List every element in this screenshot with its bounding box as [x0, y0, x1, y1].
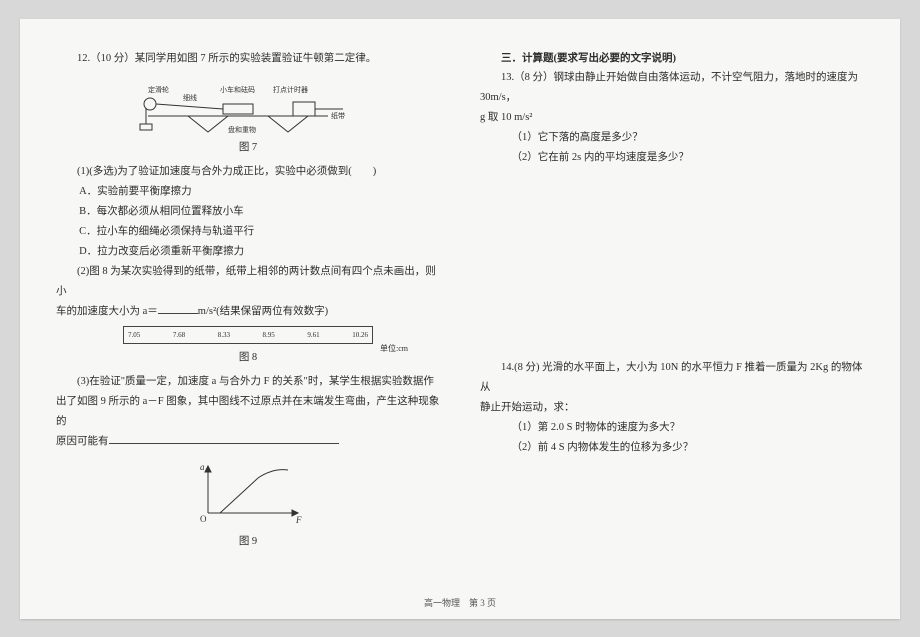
ruler-unit: 单位:cm	[380, 341, 408, 356]
q14-line1: 14.(8 分) 光滑的水平面上，大小为 10N 的水平恒力 F 推着一质量为 …	[480, 358, 864, 398]
exam-sheet: 12.（10 分）某同学用如图 7 所示的实验装置验证牛顿第二定律。 定滑轮 细…	[20, 19, 900, 619]
section-3-title: 三．计算题(要求写出必要的文字说明)	[480, 49, 864, 69]
q12-2-suffix: m/s²(结果保留两位有效数字)	[198, 306, 328, 317]
figure-9: a F O	[188, 458, 308, 528]
q14-line2: 静止开始运动，求：	[480, 398, 864, 418]
q13-line1: 13.（8 分）钢球由静止开始做自由落体运动，不计空气阻力，落地时的速度为 30…	[480, 68, 864, 108]
q12-3-line1: (3)在验证"质量一定，加速度 a 与合外力 F 的关系"时，某学生根据实验数据…	[56, 372, 440, 392]
svg-text:小车和砝码: 小车和砝码	[220, 85, 255, 94]
q12-2-line1: (2)图 8 为某次实验得到的纸带，纸带上相邻的两计数点间有四个点未画出，则小	[56, 262, 440, 302]
q12-head: 12.（10 分）某同学用如图 7 所示的实验装置验证牛顿第二定律。	[56, 49, 440, 69]
option-d: D．拉力改变后必须重新平衡摩擦力	[56, 242, 440, 262]
figure-7: 定滑轮 细线 小车和砝码 打点计时器 纸带 盘和重物	[128, 74, 368, 134]
q13-sub2: （2）它在前 2s 内的平均速度是多少？	[480, 148, 864, 168]
option-a: A．实验前要平衡摩擦力	[56, 182, 440, 202]
ruler-val: 9.61	[307, 329, 319, 342]
ruler-val: 8.33	[218, 329, 230, 342]
q14-sub2: （2）前 4 S 内物体发生的位移为多少？	[480, 438, 864, 458]
svg-text:纸带: 纸带	[331, 111, 345, 120]
svg-text:O: O	[200, 514, 207, 524]
figure-8-tape: 7.05 7.68 8.33 8.95 9.61 10.26 单位:cm	[123, 326, 373, 344]
svg-text:打点计时器: 打点计时器	[273, 85, 308, 94]
svg-text:细线: 细线	[183, 93, 197, 102]
q14-sub1: （1）第 2.0 S 时物体的速度为多大？	[480, 418, 864, 438]
q12-1: (1)(多选)为了验证加速度与合外力成正比，实验中必须做到( )	[56, 162, 440, 182]
ruler-val: 10.26	[352, 329, 368, 342]
page-footer: 高一物理 第 3 页	[20, 596, 900, 609]
q12-2-prefix: 车的加速度大小为 a＝	[56, 306, 158, 317]
q13-line2: g 取 10 m/s²	[480, 108, 864, 128]
q12-3-line3: 原因可能有	[56, 432, 440, 452]
fig9-caption: 图 9	[56, 532, 440, 552]
svg-text:盘和重物: 盘和重物	[228, 125, 256, 134]
ruler-val: 8.95	[263, 329, 275, 342]
q12-3-line2: 出了如图 9 所示的 a－F 图象，其中图线不过原点并在末端发生弯曲，产生这种现…	[56, 392, 440, 432]
option-b: B．每次都必须从相同位置释放小车	[56, 202, 440, 222]
blank-accel	[158, 303, 198, 314]
ruler-val: 7.05	[128, 329, 140, 342]
spacer	[480, 168, 864, 358]
right-column: 三．计算题(要求写出必要的文字说明) 13.（8 分）钢球由静止开始做自由落体运…	[480, 49, 864, 609]
svg-text:定滑轮: 定滑轮	[148, 85, 169, 94]
svg-text:a: a	[200, 462, 205, 472]
fig7-caption: 图 7	[56, 138, 440, 158]
blank-reason	[109, 433, 339, 444]
left-column: 12.（10 分）某同学用如图 7 所示的实验装置验证牛顿第二定律。 定滑轮 细…	[56, 49, 440, 609]
svg-text:F: F	[295, 515, 302, 525]
q12-3-prefix: 原因可能有	[56, 436, 109, 447]
ruler-val: 7.68	[173, 329, 185, 342]
q12-2-line2: 车的加速度大小为 a＝ m/s²(结果保留两位有效数字)	[56, 302, 440, 322]
option-c: C．拉小车的细绳必须保持与轨道平行	[56, 222, 440, 242]
ruler-values: 7.05 7.68 8.33 8.95 9.61 10.26	[128, 329, 368, 342]
q13-sub1: （1）它下落的高度是多少？	[480, 128, 864, 148]
